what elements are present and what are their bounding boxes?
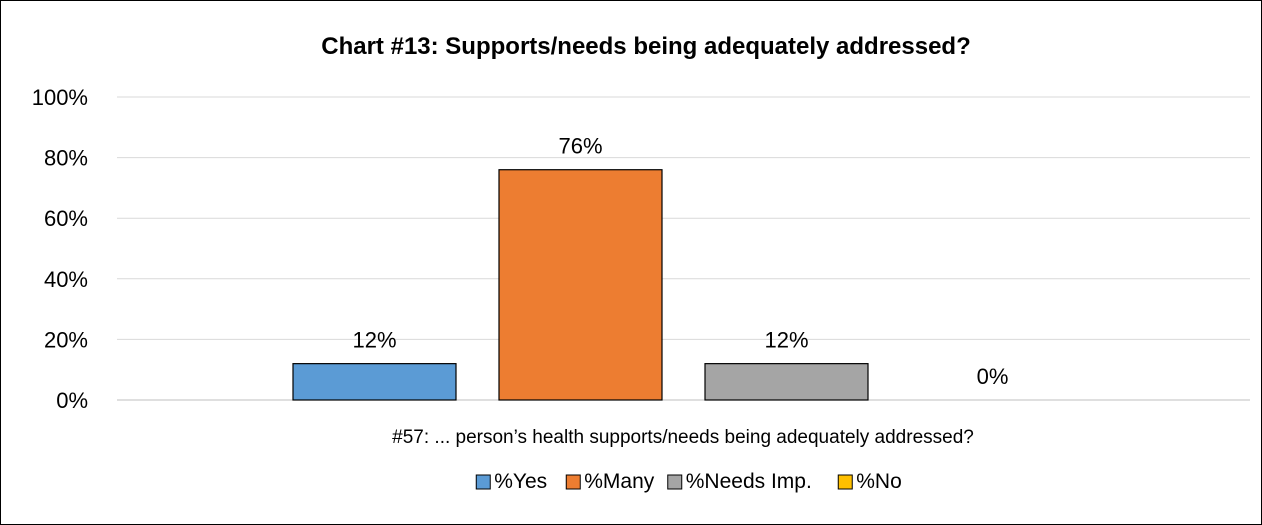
data-label: 12% [764, 328, 808, 353]
legend-swatch [565, 474, 581, 490]
legend: %Yes %Many %Needs Imp. %No [475, 470, 902, 493]
y-axis-ticks: 0% 20% 40% 60% 80% 100% [32, 85, 88, 413]
y-tick-label: 0% [56, 388, 88, 413]
legend-label: %Needs Imp. [686, 470, 812, 493]
bar [292, 363, 457, 401]
legend-label: %Many [584, 470, 655, 493]
data-label: 12% [352, 328, 396, 353]
chart-title: Chart #13: Supports/needs being adequate… [321, 33, 971, 60]
y-tick-label: 80% [44, 146, 88, 171]
y-tick-label: 40% [44, 267, 88, 292]
data-labels-group: 12% 76% 12% 0% [352, 134, 1008, 389]
y-tick-label: 20% [44, 327, 88, 352]
data-label: 76% [558, 134, 602, 159]
bars-group [292, 169, 869, 401]
x-axis-label: #57: ... person’s health supports/needs … [392, 427, 974, 448]
legend-label: %Yes [494, 470, 547, 493]
legend-swatch [475, 474, 491, 490]
bar [704, 363, 869, 401]
bar [498, 169, 663, 401]
legend-label: %No [856, 470, 902, 493]
y-tick-label: 100% [32, 85, 88, 110]
legend-swatch [667, 474, 683, 490]
legend-swatch [837, 474, 853, 490]
gridlines [117, 96, 1250, 340]
data-label: 0% [977, 364, 1009, 389]
y-tick-label: 60% [44, 206, 88, 231]
